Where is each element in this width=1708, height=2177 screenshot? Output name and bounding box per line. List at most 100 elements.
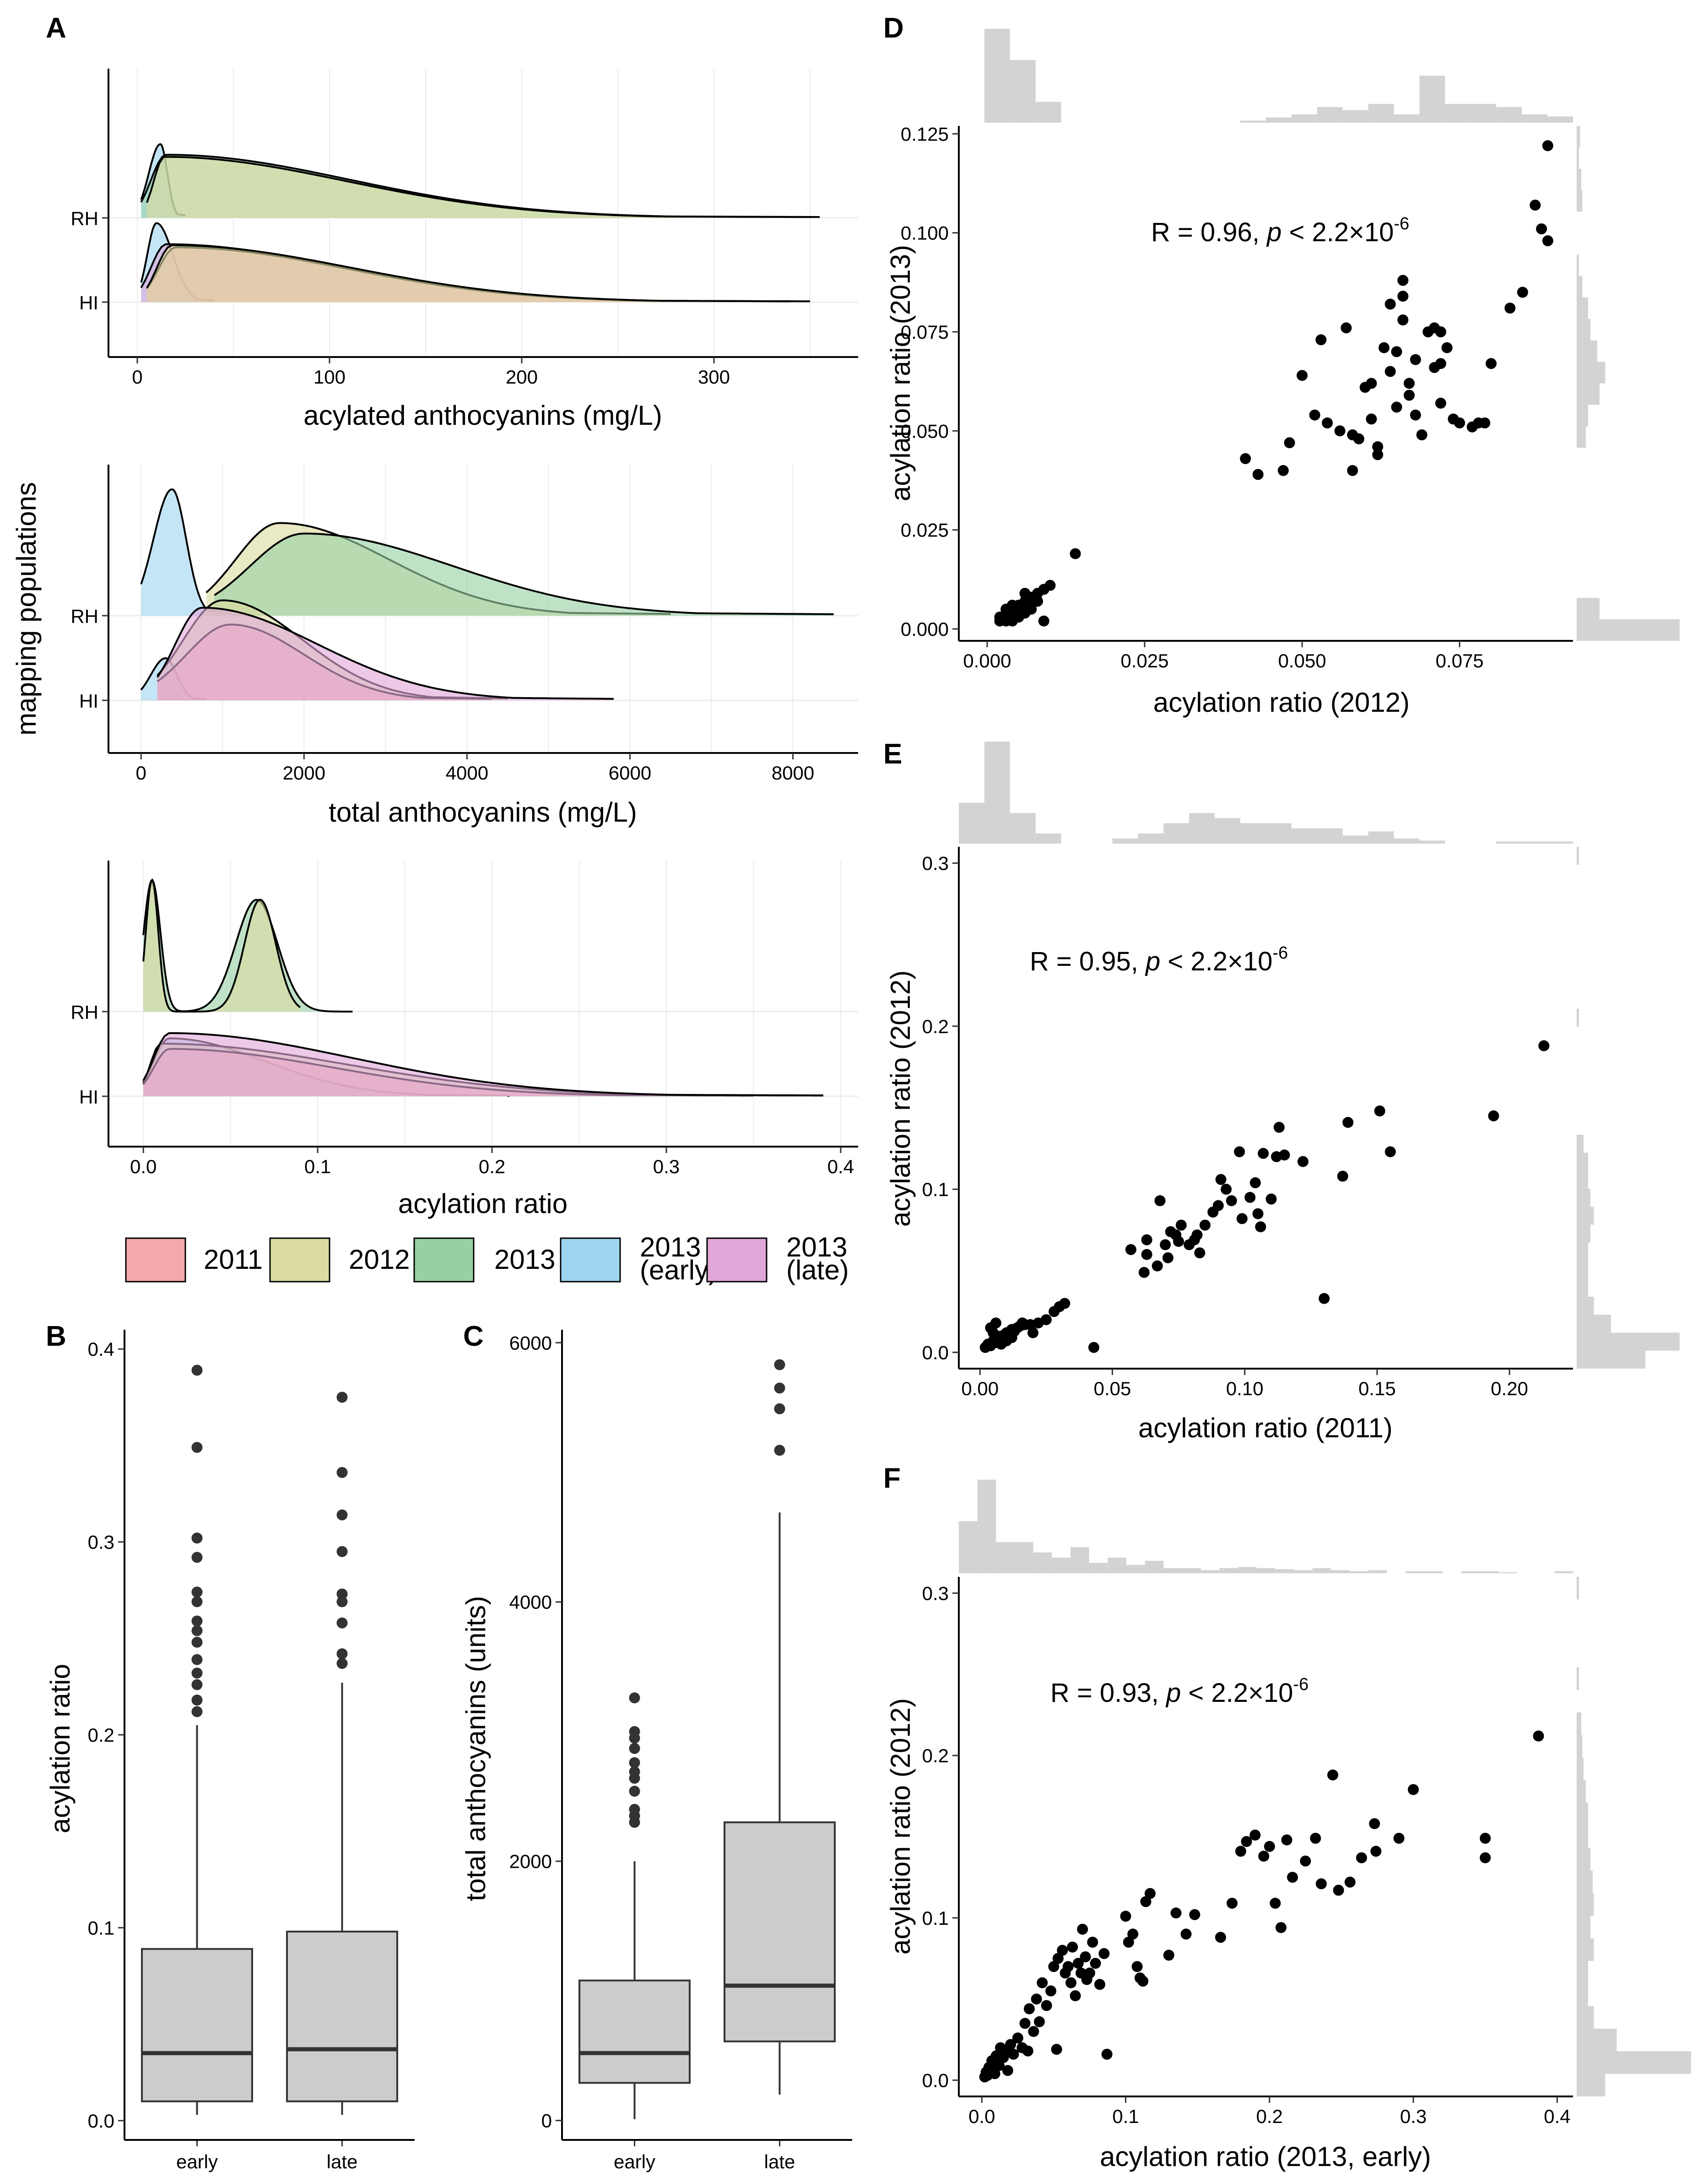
e-xlabel: acylation ratio (2011) bbox=[1138, 1413, 1393, 1443]
e-p-text: < 2.2×10 bbox=[1160, 947, 1272, 976]
panel-d-y-hist-bar bbox=[1577, 147, 1579, 169]
panel-a3-ridge-outline-2013-late-hi bbox=[142, 1032, 823, 1096]
panel-f-x-hist-bar bbox=[1108, 1557, 1126, 1573]
panel-d-y-hist-bar bbox=[1577, 190, 1583, 212]
panel-c-outlier-point bbox=[774, 1382, 785, 1394]
legend-label-2011: 2011 bbox=[204, 1244, 263, 1275]
f-correlation-text: R = 0.93, p < 2.2×10-6 bbox=[1050, 1675, 1308, 1708]
panel-b-outlier-point bbox=[191, 1706, 203, 1717]
panel-f-scatter-point bbox=[1180, 1928, 1192, 1940]
panel-e-scatter-point bbox=[1088, 1342, 1099, 1353]
panel-b-outlier-point bbox=[191, 1636, 203, 1648]
panel-e-scatter-point bbox=[1244, 1191, 1256, 1203]
panel-f-x-hist-bar bbox=[996, 1542, 1015, 1573]
panel-a3-ridge-outline-2012-rh bbox=[142, 878, 301, 1013]
panel-b-outlier-point bbox=[191, 1625, 203, 1636]
panel-f-scatter-point bbox=[1065, 1977, 1077, 1988]
panel-e-y-hist-bar bbox=[1577, 1224, 1590, 1243]
panel-d-scatter-point bbox=[1070, 548, 1081, 559]
f-p-symbol: p bbox=[1165, 1678, 1181, 1708]
legend-key-2012 bbox=[269, 1237, 330, 1283]
panel-f-y-hist-bar bbox=[1577, 2006, 1594, 2029]
panel-b-outlier-point bbox=[336, 1546, 348, 1557]
mapping-populations-label: mapping populations bbox=[11, 482, 42, 736]
panel-f-scatter-point bbox=[1227, 1897, 1238, 1909]
panel-f-x-hist-bar bbox=[1312, 1568, 1331, 1573]
panel-a1-x-tick-label: 0 bbox=[132, 366, 142, 388]
panel-d-scatter-point bbox=[1416, 429, 1427, 440]
d-xlabel: acylation ratio (2012) bbox=[1153, 687, 1410, 718]
panel-e-scatter-point bbox=[1040, 1314, 1052, 1326]
panel-d-scatter-point bbox=[1384, 366, 1396, 377]
panel-d-y-hist-bar bbox=[1577, 298, 1588, 319]
panel-f-scatter-point bbox=[1189, 1909, 1200, 1920]
panel-b-x-tick-label-early: early bbox=[176, 2151, 218, 2172]
panel-c-y-tick-label: 2000 bbox=[509, 1851, 552, 1872]
d-exponent: -6 bbox=[1394, 214, 1410, 233]
panel-e-y-tick-label: 0.0 bbox=[922, 1342, 949, 1363]
panel-d-x-hist-bar bbox=[1010, 60, 1036, 123]
panel-f-scatter-point bbox=[1276, 1922, 1286, 1933]
panel-d-x-hist-bar bbox=[1266, 117, 1292, 123]
panel-b-y-tick-label: 0.4 bbox=[88, 1338, 114, 1360]
panel-d-y-hist-bar bbox=[1577, 126, 1580, 147]
panel-e-y-hist-bar bbox=[1577, 1207, 1594, 1225]
panel-f-x-hist-bar bbox=[1089, 1563, 1108, 1573]
panel-d-scatter-point bbox=[1410, 354, 1421, 365]
panel-f-scatter-point bbox=[1327, 1769, 1339, 1781]
panel-e-y-hist-bar bbox=[1577, 1350, 1645, 1369]
panel-letter-d: D bbox=[883, 12, 904, 44]
panel-e-y-hist-bar bbox=[1577, 1261, 1588, 1279]
panel-d-y-hist-bar bbox=[1577, 362, 1605, 384]
panel-e-y-hist-bar bbox=[1577, 1242, 1588, 1261]
panel-d-x-hist-bar bbox=[984, 28, 1010, 123]
panel-f-scatter-point bbox=[1264, 1841, 1275, 1852]
panel-f-x-hist-bar bbox=[977, 1479, 996, 1573]
panel-e-y-hist-bar bbox=[1577, 1315, 1611, 1333]
panel-d-x-hist-bar bbox=[1470, 103, 1497, 123]
panel-b-outlier-point bbox=[336, 1617, 348, 1629]
panel-a3-x-tick-label: 0.2 bbox=[479, 1156, 505, 1177]
panel-f-x-hist-bar bbox=[959, 1521, 978, 1573]
panel-f-scatter-point bbox=[1067, 1941, 1078, 1953]
panel-d-scatter-point bbox=[1397, 275, 1409, 286]
panel-d-y-tick-label: 0.125 bbox=[901, 123, 949, 145]
panel-b-outlier-point bbox=[191, 1587, 203, 1598]
legend-key-2011 bbox=[125, 1237, 186, 1283]
panel-f-y-hist-bar bbox=[1577, 1667, 1579, 1690]
panel-e-scatter-point bbox=[1342, 1117, 1354, 1128]
panel-d-x-hist-bar bbox=[1368, 103, 1394, 123]
panel-f-scatter-point bbox=[1241, 1836, 1252, 1847]
d-ylabel: acylation ratio (2013) bbox=[885, 245, 916, 501]
panel-f-x-hist-bar bbox=[1182, 1568, 1201, 1573]
panel-e-x-hist-bar bbox=[1215, 818, 1241, 844]
axes-layer: 0 100 200 300 RH HI 0 2000 4000 6000 8000 RH HI 0.0 0.… bbox=[70, 69, 1573, 2172]
panel-f-x-hist-bar bbox=[1126, 1565, 1145, 1573]
f-p-text: < 2.2×10 bbox=[1181, 1678, 1293, 1708]
panel-e-x-hist-bar bbox=[1266, 823, 1292, 844]
panel-c-x-tick-label-early: early bbox=[614, 2151, 655, 2172]
e-correlation-text: R = 0.95, p < 2.2×10-6 bbox=[1030, 943, 1288, 976]
panel-b-y-tick-label: 0.2 bbox=[88, 1724, 114, 1746]
panel-b-outlier-point bbox=[191, 1365, 203, 1376]
panel-d-scatter-point bbox=[1372, 449, 1384, 460]
panel-a2-ridge-2013-late-hi bbox=[157, 607, 614, 700]
panel-a3-ridge-2013-late-hi bbox=[143, 1033, 823, 1096]
panel-e-x-hist-bar bbox=[1189, 813, 1215, 844]
panel-e-scatter-point bbox=[1488, 1110, 1499, 1121]
panel-f-scatter-point bbox=[1052, 1953, 1064, 1964]
panel-d-scatter-point bbox=[1479, 417, 1491, 428]
panel-e-scatter-point bbox=[1200, 1219, 1211, 1231]
panel-a2-ridge-outline-2013-rh bbox=[214, 532, 834, 615]
panel-b-y-tick-label: 0.3 bbox=[88, 1532, 114, 1553]
panel-c-y-tick-label: 4000 bbox=[509, 1592, 552, 1613]
panel-d-scatter-point bbox=[1240, 453, 1251, 464]
panel-e-scatter-point bbox=[1252, 1208, 1264, 1219]
panel-d-scatter-point bbox=[1284, 437, 1295, 449]
panel-f-x-hist-bar bbox=[1331, 1570, 1350, 1573]
panel-letter-c: C bbox=[463, 1321, 484, 1352]
panel-f-x-hist-bar bbox=[1033, 1552, 1052, 1573]
panel-e-scatter-point bbox=[1194, 1247, 1205, 1259]
panel-d-scatter-point bbox=[1334, 425, 1346, 437]
